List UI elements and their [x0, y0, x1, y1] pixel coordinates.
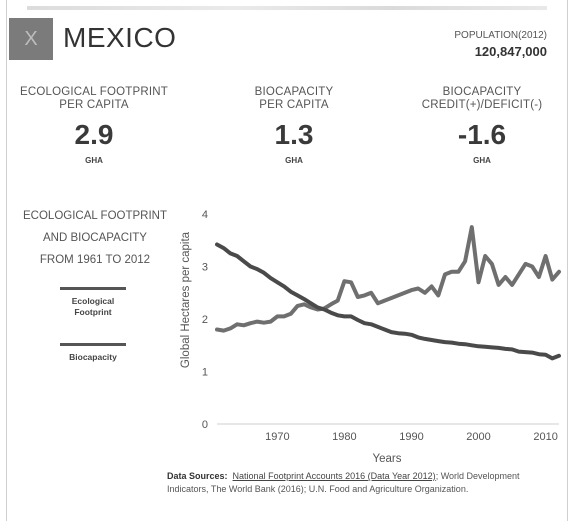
y-tick-label: 1 [202, 367, 208, 379]
close-icon: X [24, 27, 38, 50]
x-tick-label: 1990 [399, 431, 423, 443]
metric-value: -1.6 [457, 119, 507, 150]
legend-label: Biocapacity [69, 352, 117, 362]
x-tick-label: 1980 [332, 431, 356, 443]
metric-label: BIOCAPACITY CREDIT(+)/DEFICIT(-) [421, 86, 543, 111]
sources-label: Data Sources: [167, 471, 228, 481]
legend-biocapacity[interactable]: Biocapacity [53, 343, 133, 363]
x-tick-label: 2000 [466, 431, 490, 443]
metric-ecological-footprint: ECOLOGICAL FOOTPRINT PER CAPITA 2.9 GHA [9, 86, 179, 165]
x-axis-label: Years [373, 453, 402, 465]
y-tick-label: 2 [202, 314, 208, 326]
chart-side-title: ECOLOGICAL FOOTPRINT AND BIOCAPACITY FRO… [23, 210, 167, 266]
sources-text: ; World Development Indicators, The Worl… [167, 471, 520, 494]
y-tick-label: 3 [202, 262, 208, 274]
metric-unit: GHA [85, 156, 103, 165]
metric-biocapacity: BIOCAPACITY PER CAPITA 1.3 GHA [209, 86, 379, 165]
metric-label: ECOLOGICAL FOOTPRINT PER CAPITA [20, 86, 168, 111]
population-value: 120,847,000 [474, 44, 547, 59]
data-sources: Data Sources: National Footprint Account… [167, 470, 557, 496]
close-button[interactable]: X [9, 18, 53, 60]
biocapacity-line [215, 242, 561, 361]
x-tick-label: 1970 [265, 431, 289, 443]
population-label: POPULATION(2012) [454, 30, 547, 41]
country-title: MEXICO [63, 22, 177, 53]
sources-link[interactable]: National Footprint Accounts 2016 (Data Y… [232, 471, 436, 481]
metric-label: BIOCAPACITY PER CAPITA [254, 86, 334, 111]
y-axis-label: Global Hectares per capita [180, 231, 192, 368]
footprint-biocapacity-chart: Global Hectares per capita Years 0 1 2 3 4 1… [180, 209, 561, 465]
top-strip [7, 0, 567, 16]
y-tick-label: 4 [202, 209, 208, 221]
legend-swatch [60, 343, 126, 346]
ecological-footprint-line [215, 225, 561, 333]
metric-biocapacity-deficit: BIOCAPACITY CREDIT(+)/DEFICIT(-) -1.6 GHA [397, 86, 567, 165]
metric-value: 2.9 [74, 119, 114, 150]
country-detail-panel: X MEXICO POPULATION(2012) 120,847,000 EC… [6, 0, 568, 521]
metric-unit: GHA [285, 156, 303, 165]
x-tick-label: 2010 [533, 431, 557, 443]
metric-unit: GHA [473, 156, 491, 165]
y-tick-label: 0 [202, 419, 208, 431]
legend-swatch [60, 287, 126, 290]
legend-ecological-footprint[interactable]: Ecological Footprint [53, 287, 133, 318]
legend-label: Ecological Footprint [71, 296, 115, 317]
metric-value: 1.3 [274, 119, 314, 150]
